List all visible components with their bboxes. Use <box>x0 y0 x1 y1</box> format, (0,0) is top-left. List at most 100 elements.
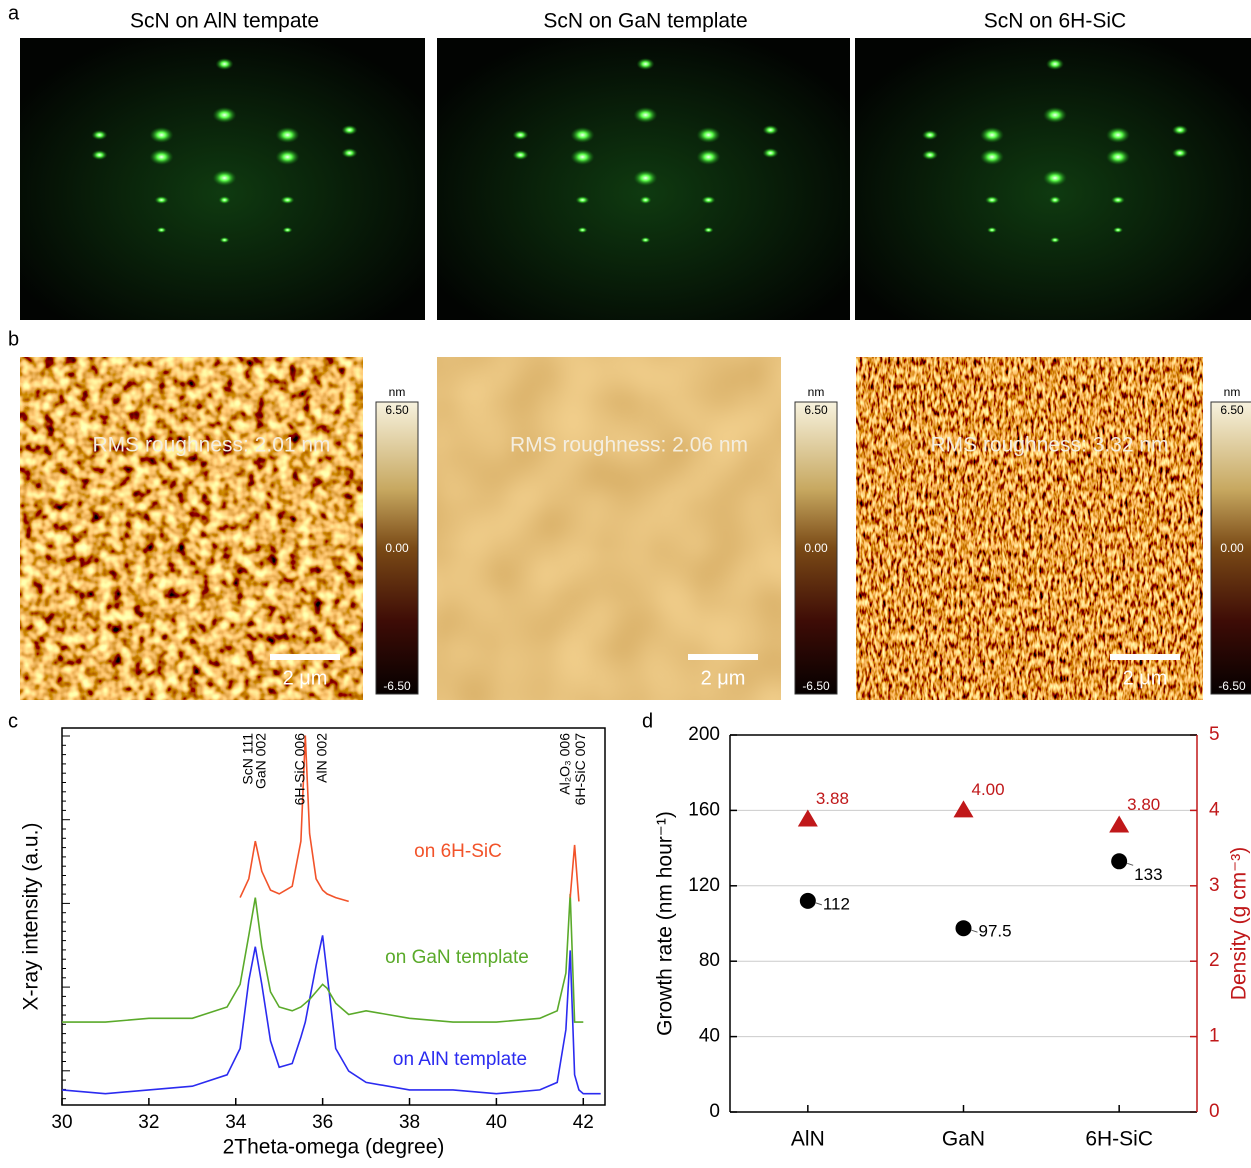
colorbar-unit: nm <box>1224 385 1241 399</box>
diffraction-spot <box>513 130 529 140</box>
y-tick-label: 80 <box>699 950 720 971</box>
value-label: 112 <box>823 894 850 913</box>
scale-label: 2 μm <box>283 667 328 689</box>
figure: aScN on AlN tempateScN on GaN templateSc… <box>0 0 1251 1163</box>
image-title: ScN on AlN tempate <box>130 10 319 33</box>
y-axis-label: X-ray intensity (a.u.) <box>20 823 43 1011</box>
diffraction-spot <box>92 150 108 160</box>
x-axis-label: 2Theta-omega (degree) <box>223 1136 445 1159</box>
y2-tick-label: 4 <box>1209 799 1220 820</box>
x-tick-label: 40 <box>486 1112 507 1133</box>
scale-label: 2 μm <box>1123 667 1168 689</box>
diffraction-spot <box>641 237 651 243</box>
colorbar-tick-label: -6.50 <box>1218 679 1246 693</box>
x-tick-label: 30 <box>51 1112 72 1133</box>
afm-image <box>856 357 1203 700</box>
scale-bar <box>688 654 758 660</box>
colorbar-tick-label: -6.50 <box>383 679 411 693</box>
scale-bar <box>270 654 340 660</box>
density-marker <box>798 809 818 826</box>
colorbar-tick-label: 6.50 <box>804 403 828 417</box>
afm-image <box>20 357 363 700</box>
rms-roughness: RMS roughness: 2.06 nm <box>510 434 748 457</box>
panel-label: d <box>642 710 653 732</box>
diffraction-spot <box>980 127 1004 143</box>
colorbar-tick-label: 6.50 <box>1220 403 1244 417</box>
y2-tick-label: 3 <box>1209 875 1220 896</box>
scale-bar <box>1110 654 1180 660</box>
diffraction-spot <box>513 150 529 160</box>
diffraction-spot <box>276 127 300 143</box>
y-axis-label: Growth rate (nm hour⁻¹) <box>654 811 677 1036</box>
y-tick-label: 120 <box>688 875 720 896</box>
growth-marker <box>956 920 972 936</box>
scale-label: 2 μm <box>701 667 746 689</box>
x-tick-label: 36 <box>312 1112 333 1133</box>
diffraction-spot <box>1106 149 1130 165</box>
y-tick-label: 40 <box>699 1026 720 1047</box>
diffraction-spot <box>283 227 293 233</box>
diffraction-spot <box>150 127 174 143</box>
colorbar-tick-label: 0.00 <box>1220 541 1244 555</box>
diffraction-spot <box>213 170 237 186</box>
diffraction-spot <box>1113 227 1123 233</box>
leader <box>1127 863 1133 865</box>
x-tick-label: 38 <box>399 1112 420 1133</box>
diffraction-spot <box>1106 127 1130 143</box>
y-tick-label: 0 <box>709 1101 720 1122</box>
x-tick-label: 42 <box>573 1112 594 1133</box>
density-marker <box>954 800 974 817</box>
panel-label: b <box>8 328 19 350</box>
peak-label: Al₂O₃ 006 <box>557 733 573 795</box>
diffraction-spot <box>697 127 721 143</box>
diffraction-spot <box>763 125 779 135</box>
diffraction-spot <box>985 196 999 204</box>
image-title: ScN on GaN template <box>543 10 747 33</box>
rms-roughness: RMS roughness: 3.32 nm <box>930 434 1168 457</box>
colorbar-tick-label: 6.50 <box>385 403 409 417</box>
y-tick-label: 200 <box>688 724 720 745</box>
peak-label: 6H-SiC 007 <box>572 733 588 806</box>
x-tick-label: 34 <box>225 1112 247 1133</box>
x-tick-label: AlN <box>791 1128 825 1151</box>
leader <box>972 930 978 932</box>
density-marker <box>1109 815 1129 832</box>
diffraction-spot <box>980 149 1004 165</box>
growth-marker <box>1111 853 1127 869</box>
diffraction-spot <box>150 149 174 165</box>
diffraction-spot <box>1050 237 1060 243</box>
diffraction-spot <box>578 227 588 233</box>
y2-tick-label: 0 <box>1209 1101 1220 1122</box>
diffraction-spot <box>1172 125 1188 135</box>
diffraction-spot <box>281 196 295 204</box>
value-label: 3.80 <box>1127 795 1160 814</box>
colorbar-unit: nm <box>389 385 406 399</box>
series-label: on AlN template <box>393 1049 527 1070</box>
series-label: on GaN template <box>385 947 529 968</box>
diffraction-spot <box>763 148 779 158</box>
value-label: 133 <box>1134 865 1162 884</box>
growth-marker <box>800 893 816 909</box>
diffraction-spot <box>1049 196 1061 204</box>
diffraction-spot <box>220 237 230 243</box>
diffraction-spot <box>92 130 108 140</box>
diffraction-spot <box>1172 148 1188 158</box>
diffraction-spot <box>1046 58 1064 70</box>
peak-label: 6H-SiC 006 <box>292 733 308 806</box>
diffraction-spot <box>922 150 938 160</box>
diffraction-spot <box>342 125 358 135</box>
diffraction-spot <box>702 196 716 204</box>
y-tick-label: 160 <box>688 799 720 820</box>
image-title: ScN on 6H-SiC <box>984 10 1126 33</box>
diffraction-spot <box>637 58 655 70</box>
value-label: 3.88 <box>816 789 849 808</box>
diffraction-spot <box>155 196 169 204</box>
diffraction-spot <box>1043 107 1067 123</box>
rms-roughness: RMS roughness: 2.01 nm <box>92 434 330 457</box>
y2-tick-label: 5 <box>1209 724 1220 745</box>
diffraction-spot <box>640 196 652 204</box>
diffraction-spot <box>216 58 234 70</box>
y2-axis-label: Density (g cm⁻³) <box>1228 847 1251 1000</box>
panel-label: c <box>8 710 18 732</box>
value-label: 4.00 <box>972 780 1005 799</box>
